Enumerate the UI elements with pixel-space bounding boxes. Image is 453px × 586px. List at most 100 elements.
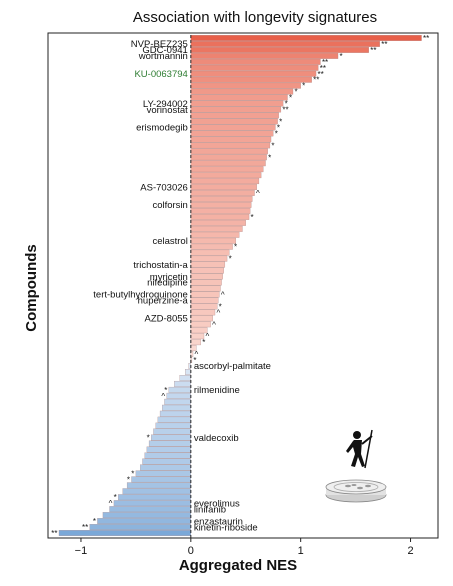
bar [190, 112, 279, 119]
x-tick-label: −1 [75, 545, 88, 557]
bar [190, 106, 282, 113]
compound-label: trichostatin-a [133, 260, 188, 271]
bar [135, 470, 191, 477]
compound-label: huperzine-a [138, 296, 189, 307]
compound-label: myricetin [150, 272, 188, 283]
significance-mark: * [275, 129, 278, 138]
significance-mark: ^ [216, 308, 220, 317]
bar [102, 512, 191, 519]
bar [190, 339, 201, 346]
significance-mark: ^ [212, 320, 216, 329]
plot-frame [47, 32, 439, 539]
significance-mark: * [193, 356, 196, 365]
bar [190, 196, 253, 202]
significance-mark: ** [82, 523, 88, 532]
bar [89, 524, 191, 530]
significance-mark: ** [370, 46, 376, 55]
bar [190, 136, 272, 143]
bar [190, 118, 278, 125]
bar [174, 380, 191, 387]
petri-dish-icon [325, 479, 387, 503]
bar [190, 184, 257, 191]
significance-mark: * [268, 153, 271, 162]
bar [190, 76, 312, 83]
significance-mark: * [164, 386, 167, 395]
bar [190, 208, 251, 214]
compound-label: AZD-8055 [145, 314, 188, 325]
significance-mark: * [114, 493, 117, 502]
bar [185, 369, 191, 375]
bar [190, 345, 197, 352]
bar [190, 154, 267, 161]
significance-mark: ^ [109, 499, 113, 508]
bar [190, 351, 194, 358]
significance-mark: ** [320, 64, 326, 73]
bar [190, 309, 216, 316]
compound-label: linifanib [194, 504, 226, 515]
bar [126, 482, 191, 489]
bar [190, 255, 228, 262]
x-tick-label: 1 [298, 545, 304, 557]
bar [190, 52, 339, 59]
significance-mark: * [229, 255, 232, 264]
bar [157, 416, 191, 423]
significance-mark: ** [423, 34, 429, 43]
bar [190, 202, 252, 208]
bar [190, 297, 219, 304]
x-tick-label: 0 [188, 545, 194, 557]
significance-mark: ** [381, 40, 387, 49]
bar [190, 160, 266, 167]
bar [122, 488, 191, 495]
significance-mark: * [289, 94, 292, 103]
bar [190, 303, 218, 310]
bar [190, 88, 294, 95]
significance-mark: ^ [195, 350, 199, 359]
bar [190, 100, 284, 107]
bar [179, 375, 191, 381]
bar [151, 434, 191, 441]
significance-mark: * [294, 88, 297, 97]
y-axis-title: Compounds [23, 244, 40, 332]
bar [118, 494, 191, 501]
significance-mark: ^ [256, 189, 260, 198]
significance-mark: * [302, 82, 305, 91]
compound-label: tert-butylhydroquinone [93, 290, 188, 301]
bar [190, 237, 237, 244]
bar [159, 410, 191, 417]
bar [155, 422, 191, 429]
bar [109, 506, 191, 513]
compound-label: rilmenidine [194, 385, 240, 396]
bar [190, 219, 246, 226]
significance-mark: ^ [161, 392, 165, 401]
bar [190, 166, 264, 173]
bar [190, 213, 250, 220]
bar [162, 404, 191, 411]
compound-label: KU-0063794 [134, 69, 187, 80]
significance-mark: * [131, 469, 134, 478]
bar [190, 279, 222, 286]
compound-label: erismodegib [136, 123, 188, 134]
bar [190, 130, 274, 137]
significance-mark: * [277, 123, 280, 132]
significance-mark: ^ [221, 290, 225, 299]
significance-mark: ** [313, 76, 319, 85]
significance-mark: * [219, 302, 222, 311]
compound-label: GDC-0941 [142, 45, 187, 56]
bar [58, 530, 191, 536]
x-tick-label: 2 [407, 545, 413, 557]
bar [190, 178, 260, 185]
bar [190, 70, 317, 77]
significance-mark: * [251, 213, 254, 222]
bar [190, 148, 268, 155]
compound-label: AS-703026 [140, 182, 188, 193]
significance-mark: * [279, 117, 282, 126]
x-axis: −1 0 1 2 [75, 35, 414, 557]
bar [190, 243, 233, 250]
bar [166, 392, 191, 399]
bar [190, 225, 243, 232]
compound-label: NVP-BEZ235 [131, 39, 188, 50]
walking-human-icon [346, 429, 373, 469]
bar [168, 386, 191, 393]
bar [190, 58, 321, 65]
